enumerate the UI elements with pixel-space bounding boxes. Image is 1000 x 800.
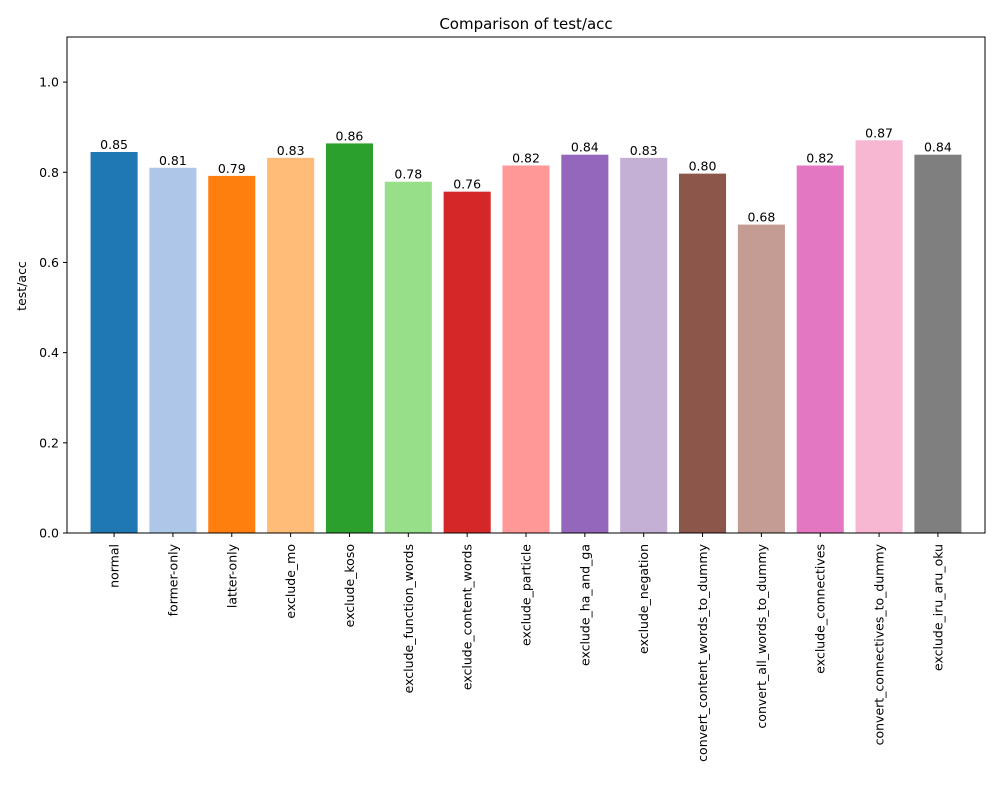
data-label-4: 0.86: [336, 128, 364, 143]
data-label-11: 0.68: [747, 210, 775, 225]
bar-14: [914, 154, 962, 533]
data-label-13: 0.87: [865, 125, 893, 140]
bar-2: [208, 175, 256, 533]
x-tick-label-1: former-only: [165, 543, 180, 616]
data-label-3: 0.83: [277, 143, 305, 158]
y-tick-label-3: 0.6: [39, 255, 59, 270]
x-tick-label-12: exclude_connectives: [813, 544, 828, 674]
x-tick-label-2: latter-only: [224, 543, 239, 608]
x-tick-label-14: exclude_iru_aru_oku: [930, 544, 945, 671]
data-label-5: 0.78: [394, 167, 422, 182]
x-tick-label-6: exclude_content_words: [460, 544, 475, 690]
x-tick-label-0: normal: [107, 544, 122, 588]
y-tick-label-1: 0.2: [39, 435, 59, 450]
data-label-0: 0.85: [100, 137, 128, 152]
x-tick-label-8: exclude_ha_and_ga: [577, 544, 592, 666]
data-label-6: 0.76: [453, 177, 481, 192]
x-tick-label-7: exclude_particle: [519, 544, 534, 646]
y-tick-label-0: 0.0: [39, 526, 59, 541]
x-tick-label-5: exclude_function_words: [401, 544, 416, 693]
y-tick-label-5: 1.0: [39, 75, 59, 90]
x-tick-label-13: convert_connectives_to_dummy: [872, 543, 887, 745]
chart-title: Comparison of test/acc: [439, 15, 612, 33]
x-tick-label-3: exclude_mo: [283, 544, 298, 619]
y-tick-label-2: 0.4: [39, 345, 59, 360]
bar-8: [561, 154, 609, 533]
bar-7: [502, 165, 550, 533]
bar-13: [855, 140, 903, 533]
bar-1: [149, 167, 197, 533]
data-label-2: 0.79: [218, 161, 246, 176]
data-label-14: 0.84: [924, 140, 952, 155]
bar-11: [737, 224, 785, 533]
data-label-10: 0.80: [689, 159, 717, 174]
bar-3: [267, 157, 315, 533]
data-label-1: 0.81: [159, 153, 187, 168]
plot-frame: [66, 36, 986, 534]
y-tick-label-4: 0.8: [39, 165, 59, 180]
data-label-8: 0.84: [571, 140, 599, 155]
bar-9: [620, 157, 668, 533]
bar-5: [384, 181, 432, 534]
bar-12: [796, 165, 844, 533]
bar-4: [325, 143, 373, 533]
y-axis-label: test/acc: [14, 261, 29, 311]
plot-area: 0.85 normal 0.81 former-only 0.79 latter-only…: [39, 36, 986, 762]
bar-0: [90, 151, 138, 534]
x-tick-label-11: convert_all_words_to_dummy: [754, 543, 769, 728]
x-tick-label-10: convert_content_words_to_dummy: [695, 543, 710, 761]
x-tick-label-9: exclude_negation: [636, 544, 651, 654]
bar-6: [443, 191, 491, 533]
bar-10: [679, 173, 727, 533]
x-tick-label-4: exclude_koso: [342, 544, 357, 627]
data-label-7: 0.82: [512, 151, 540, 166]
data-label-9: 0.83: [630, 143, 658, 158]
data-label-12: 0.82: [806, 151, 834, 166]
